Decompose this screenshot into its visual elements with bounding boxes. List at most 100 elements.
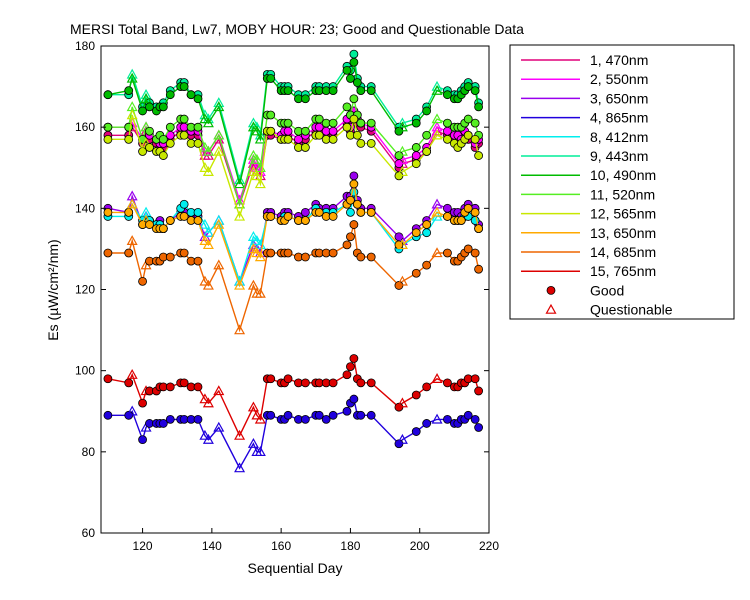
legend-label: 13, 650nm <box>590 225 656 241</box>
questionable-point <box>213 421 225 432</box>
legend-box <box>509 44 735 320</box>
good-point <box>266 374 276 384</box>
questionable-point <box>126 405 138 416</box>
y-tick-label: 100 <box>75 364 95 378</box>
series-12 <box>103 354 484 440</box>
good-point <box>342 370 352 380</box>
x-tick-label: 220 <box>479 539 499 553</box>
questionable-point <box>234 178 246 189</box>
good-point <box>422 220 432 229</box>
good-point <box>193 414 203 424</box>
good-point <box>193 138 203 148</box>
good-point <box>342 122 352 132</box>
good-point <box>193 94 203 104</box>
good-point <box>470 134 480 144</box>
good-point <box>300 378 310 388</box>
questionable-point <box>247 231 259 241</box>
questionable-point <box>213 218 225 229</box>
chart-title: MERSI Total Band, Lw7, MOBY HOUR: 23; Go… <box>70 21 524 37</box>
good-point <box>342 65 352 75</box>
x-tick-label: 180 <box>340 539 360 553</box>
good-point <box>366 118 376 128</box>
good-point <box>145 143 154 152</box>
legend-questionable-marker <box>545 303 557 314</box>
good-point <box>314 130 324 140</box>
good-point <box>422 130 432 140</box>
y-tick-label: 140 <box>75 201 95 215</box>
questionable-point <box>213 385 225 396</box>
good-point <box>443 378 452 388</box>
good-point <box>443 134 452 144</box>
questionable-point <box>254 133 266 144</box>
questionable-point <box>213 259 225 270</box>
y-axis-label: Es (µW/cm²/nm) <box>45 239 61 340</box>
x-tick-label: 160 <box>271 539 291 553</box>
good-point <box>165 252 175 262</box>
questionable-point <box>199 141 211 152</box>
good-point <box>300 252 310 262</box>
good-point <box>300 414 310 424</box>
good-point <box>352 199 362 209</box>
questionable-point <box>234 210 246 221</box>
series-line <box>107 114 480 219</box>
legend-label: 1, 470nm <box>590 52 648 68</box>
questionable-point <box>254 446 266 457</box>
questionable-point <box>396 121 408 132</box>
good-point <box>352 130 362 140</box>
good-point <box>411 118 421 128</box>
good-point <box>124 86 134 96</box>
y-tick-label: 80 <box>82 445 96 459</box>
good-point <box>165 122 175 132</box>
series-line <box>107 62 480 185</box>
good-point <box>266 410 276 420</box>
good-point <box>103 374 113 384</box>
good-point <box>422 106 432 116</box>
series-11 <box>103 220 484 335</box>
good-point <box>342 406 352 416</box>
legend-label: 15, 765nm <box>590 263 656 279</box>
questionable-point <box>431 113 443 124</box>
good-point <box>356 410 366 420</box>
questionable-point <box>199 275 211 286</box>
good-point <box>179 212 189 221</box>
good-point <box>103 134 113 144</box>
good-point <box>328 134 338 144</box>
y-axis: 60 80 100 120 140 160 180 <box>75 39 489 540</box>
x-tick-label: 120 <box>133 539 153 553</box>
questionable-point <box>199 393 211 404</box>
questionable-point <box>202 239 214 250</box>
good-point <box>352 78 362 87</box>
good-point <box>342 102 352 112</box>
good-point <box>266 126 276 136</box>
plot-frame <box>100 45 490 534</box>
questionable-point <box>199 113 211 124</box>
questionable-point <box>251 235 263 245</box>
good-point <box>300 207 310 217</box>
good-point <box>283 118 293 128</box>
good-point <box>366 378 376 388</box>
legend-label: 12, 565nm <box>590 206 656 222</box>
series-1 <box>103 110 484 209</box>
good-point <box>366 410 376 420</box>
good-point <box>356 207 366 217</box>
good-point <box>300 94 310 104</box>
questionable-point <box>199 218 211 229</box>
questionable-point <box>251 153 263 164</box>
series-5 <box>103 187 484 286</box>
good-point <box>422 260 432 270</box>
x-axis-label: Sequential Day <box>248 560 343 576</box>
questionable-point <box>126 235 138 245</box>
good-point <box>165 138 175 148</box>
good-point <box>266 248 276 258</box>
good-point <box>328 118 338 128</box>
questionable-point <box>213 101 225 112</box>
questionable-point <box>126 72 138 83</box>
legend-label: Good <box>590 282 624 298</box>
good-point <box>179 82 189 91</box>
good-point <box>103 410 113 420</box>
good-point <box>165 382 175 392</box>
good-point <box>124 248 134 258</box>
questionable-point <box>202 145 214 156</box>
y-tick-label: 160 <box>75 120 95 134</box>
questionable-point <box>199 429 211 440</box>
